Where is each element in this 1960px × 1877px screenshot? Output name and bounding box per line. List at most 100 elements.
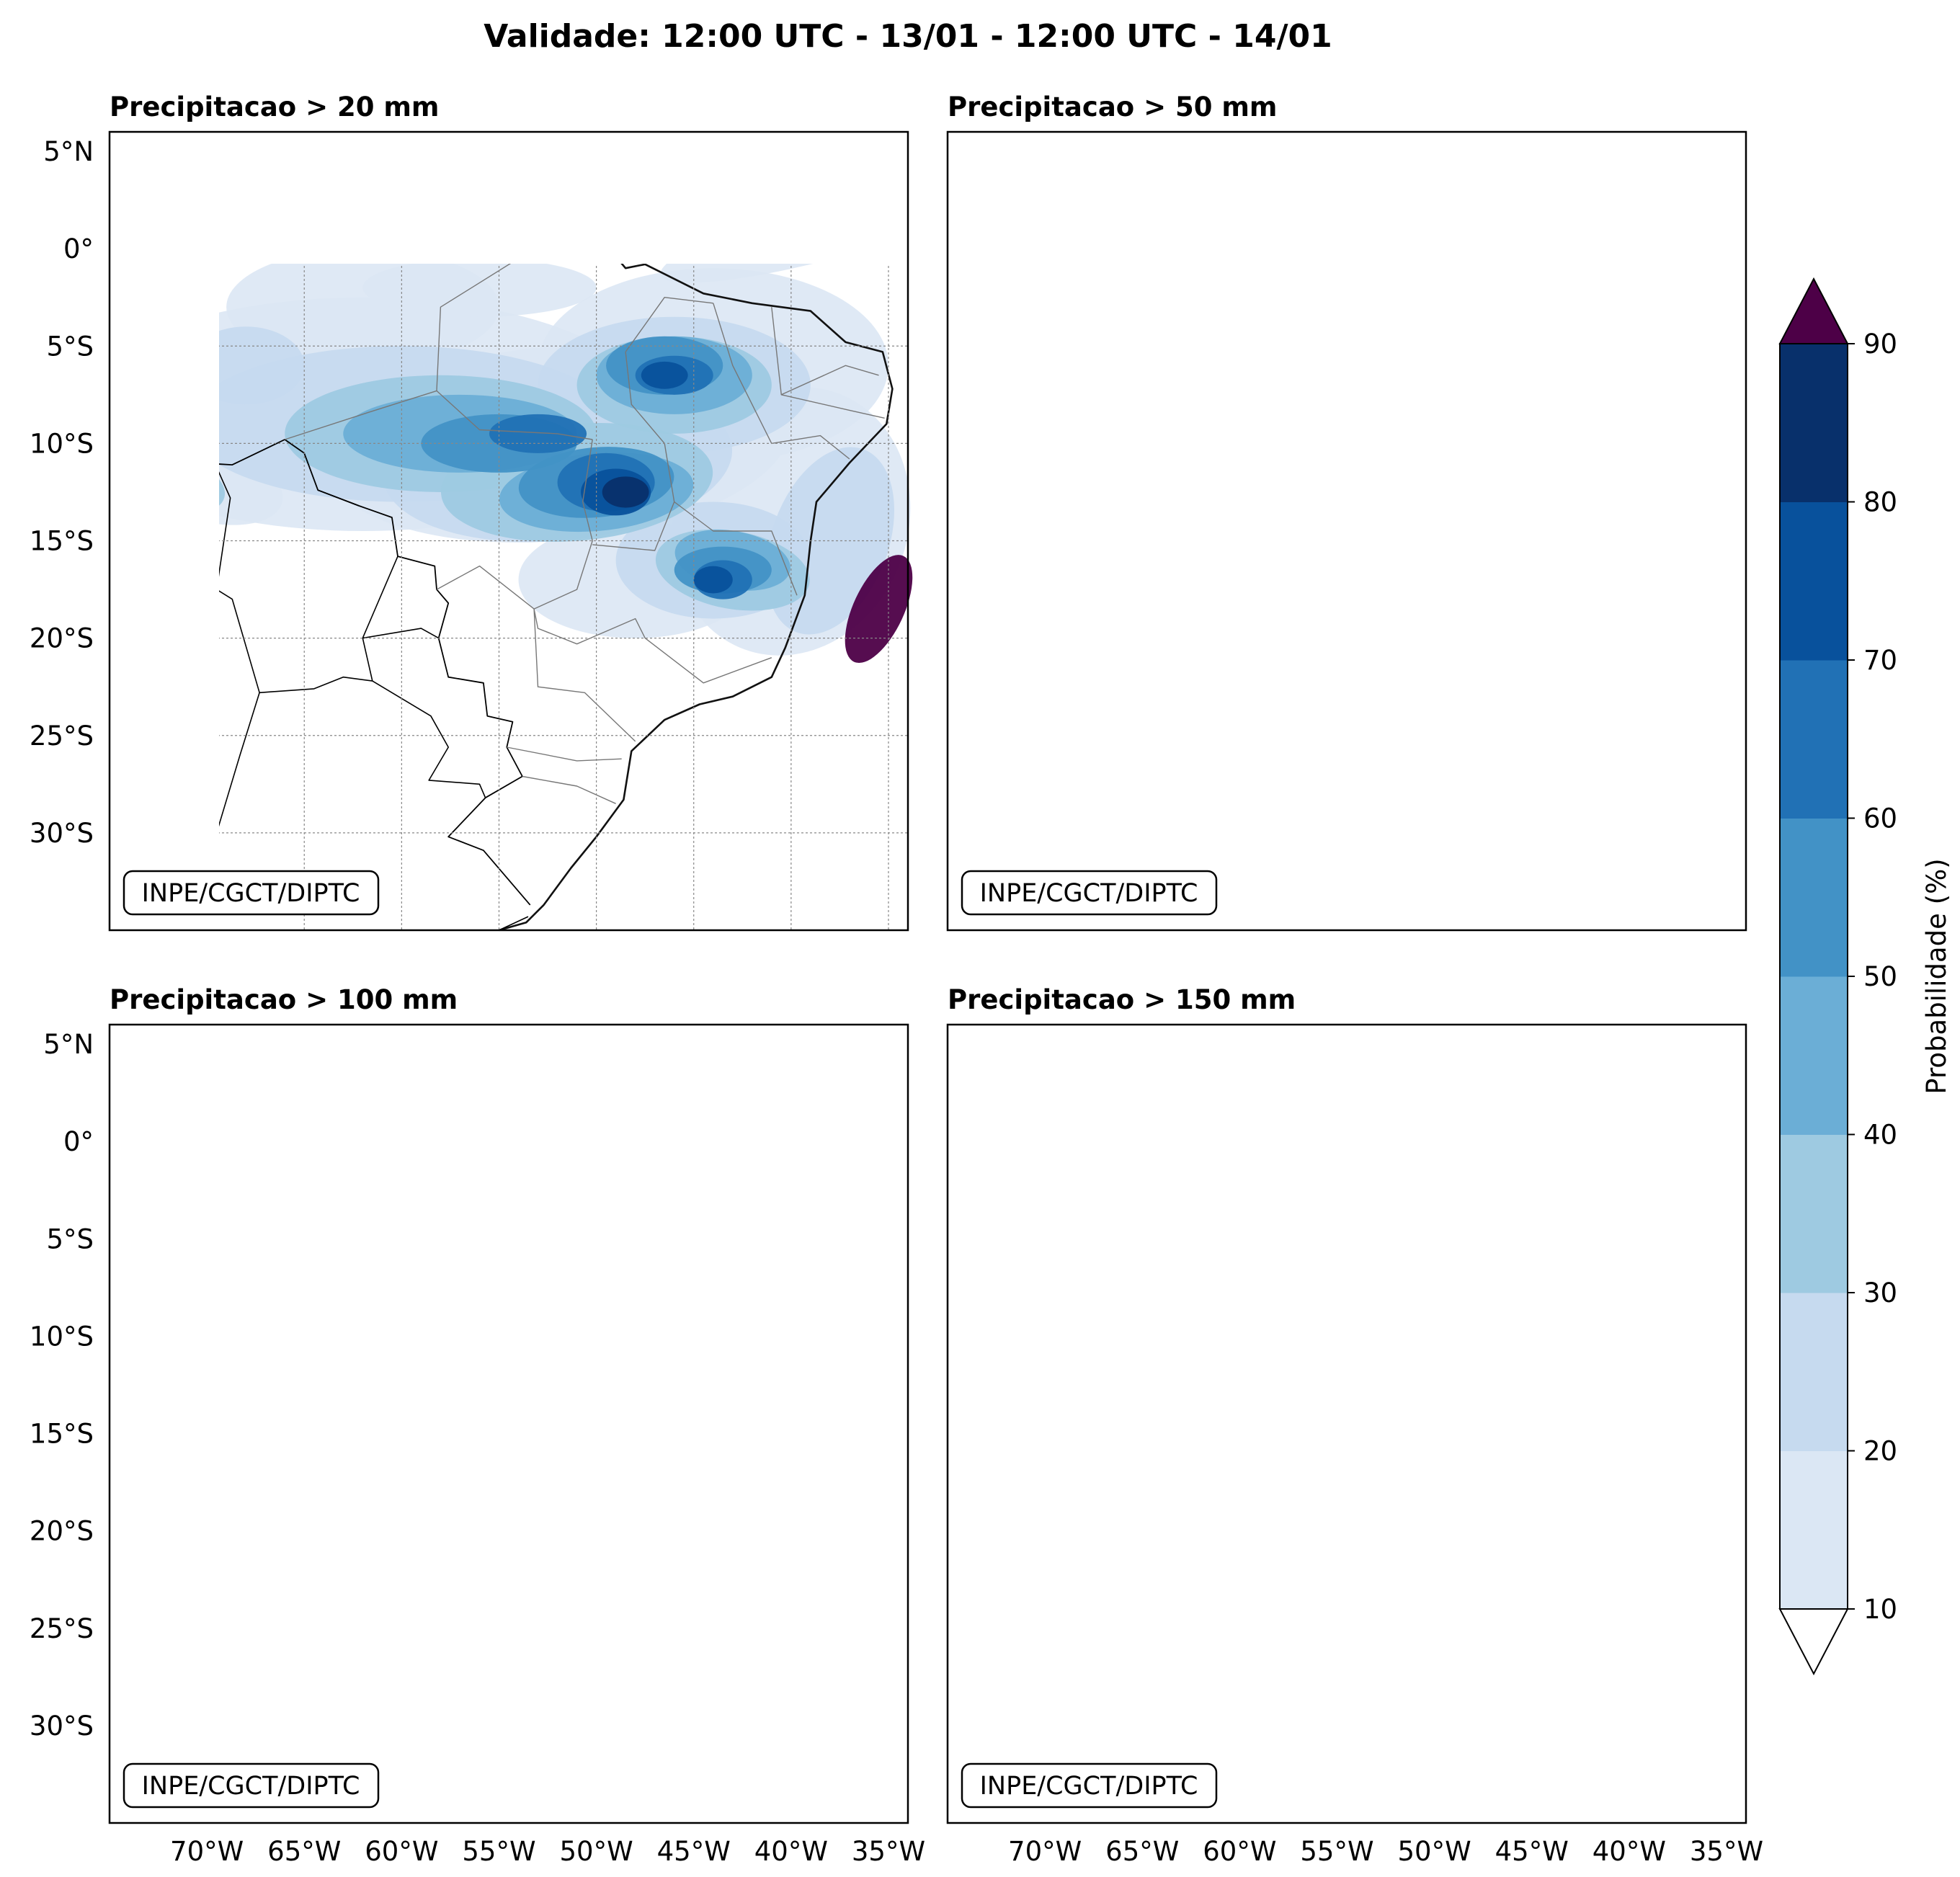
state-border <box>437 1151 519 1284</box>
country-border <box>1200 628 1276 638</box>
state-border <box>674 1395 797 1489</box>
state-border <box>1372 440 1610 683</box>
map-area <box>889 917 1746 1823</box>
colorbar-tick-label: 80 <box>1863 487 1897 518</box>
lat-tick-label: 25°S <box>30 1613 94 1644</box>
probability-area <box>1532 365 1649 443</box>
country-border <box>51 1171 139 1226</box>
probability-area <box>1474 365 1590 443</box>
probability-area <box>219 450 226 514</box>
colorbar-segment <box>1780 344 1848 502</box>
country-border <box>362 1521 438 1531</box>
probability-area <box>1376 346 1649 501</box>
probability-area <box>1508 370 1555 401</box>
state-border <box>284 390 593 440</box>
state-border <box>1464 1190 1551 1245</box>
country-border <box>971 391 1368 905</box>
state-border <box>1123 391 1430 440</box>
probability-area <box>693 566 733 594</box>
state-border <box>437 1459 534 1502</box>
map-background <box>948 1025 1746 1823</box>
probability-area <box>1388 1311 1404 1342</box>
lat-tick-label: 20°S <box>30 1516 94 1547</box>
state-border <box>1372 1332 1610 1576</box>
probability-shading <box>1259 192 1783 664</box>
probability-area <box>1600 490 1658 572</box>
lon-tick-label: 65°W <box>1105 1836 1179 1867</box>
colorbar-tick-label: 10 <box>1863 1594 1897 1625</box>
watermark: INPE/CGCT/DIPTC <box>961 1762 1218 1809</box>
probability-area <box>1522 467 1580 498</box>
state-border <box>436 264 512 391</box>
map-background <box>948 132 1746 930</box>
country-border <box>215 1355 398 1585</box>
state-border <box>1360 1669 1454 1697</box>
colorbar-tick-label: 40 <box>1863 1120 1897 1151</box>
lon-tick-label: 70°W <box>1008 1836 1082 1867</box>
watermark-text: INPE/CGCT/DIPTC <box>980 1772 1198 1801</box>
watermark-box <box>122 870 380 916</box>
state-border <box>1275 566 1372 610</box>
country-border <box>431 1075 460 1141</box>
map-panel: Precipitacao > 20 mm INPE/CGCT/DIPTC 5°N 0°… <box>30 92 1000 932</box>
country-border <box>499 916 529 931</box>
lon-tick-label: 55°W <box>462 1836 535 1867</box>
country-border <box>187 589 217 595</box>
state-border <box>1430 352 1513 550</box>
colorbar-extend-max <box>1778 277 1849 344</box>
probability-shading <box>219 264 1000 664</box>
country-border <box>1269 1075 1298 1141</box>
probability-area <box>507 1399 530 1410</box>
country-border <box>1211 1574 1324 1690</box>
panel-frame <box>946 1023 1747 1824</box>
lon-tick-label: 45°W <box>657 1836 731 1867</box>
state-border <box>1275 259 1357 391</box>
lon-tick-label: 35°W <box>852 1836 925 1867</box>
figure-title: Validade: 12:00 UTC - 13/01 - 12:00 UTC … <box>484 18 1332 55</box>
country-border <box>187 1482 217 1488</box>
probability-area <box>479 1338 518 1354</box>
probability-area <box>1329 1414 1345 1425</box>
lat-tick-label: 5°S <box>46 1223 94 1254</box>
probability-area <box>489 414 587 453</box>
boundaries <box>187 264 894 932</box>
state-border <box>771 307 879 396</box>
state-border <box>533 609 636 742</box>
country-border <box>373 1574 486 1690</box>
watermark-box <box>961 1762 1218 1809</box>
watermark: INPE/CGCT/DIPTC <box>122 870 380 916</box>
country-border <box>971 1040 1403 1284</box>
probability-area <box>1259 496 1376 527</box>
state-border <box>1551 1196 1688 1352</box>
state-border <box>534 1332 772 1576</box>
lat-tick-label: 0° <box>63 1126 94 1157</box>
country-border <box>133 1283 530 1797</box>
state-border <box>507 746 622 762</box>
state-border <box>625 1190 713 1245</box>
lat-tick-label: 10°S <box>30 1321 94 1352</box>
colorbar-tick-label: 20 <box>1863 1436 1897 1467</box>
map-background <box>110 1025 908 1823</box>
state-border <box>1372 1502 1474 1634</box>
probability-area <box>1433 192 1552 235</box>
country-border <box>1053 463 1236 692</box>
watermark-text: INPE/CGCT/DIPTC <box>142 879 360 908</box>
country-border <box>1156 1383 1197 1399</box>
colorbar-extend-min <box>1778 1608 1849 1676</box>
map-area <box>889 24 1783 930</box>
map-area <box>187 264 1000 932</box>
state-border <box>522 775 616 804</box>
panel-title: Precipitacao > 150 mm <box>948 984 1296 1015</box>
colorbar-tick-label: 30 <box>1863 1278 1897 1308</box>
country-border <box>889 1171 977 1226</box>
country-border <box>1337 1809 1367 1823</box>
probability-area <box>641 361 688 389</box>
lat-tick-label: 30°S <box>30 1711 94 1742</box>
state-border <box>1430 1244 1513 1443</box>
boundaries <box>889 24 1730 930</box>
probability-area <box>1555 1272 1567 1283</box>
lon-tick-label: 50°W <box>560 1836 633 1867</box>
map-panels: Precipitacao > 20 mm INPE/CGCT/DIPTC 5°N 0°… <box>30 24 1783 1867</box>
colorbar-segment <box>1780 660 1848 819</box>
